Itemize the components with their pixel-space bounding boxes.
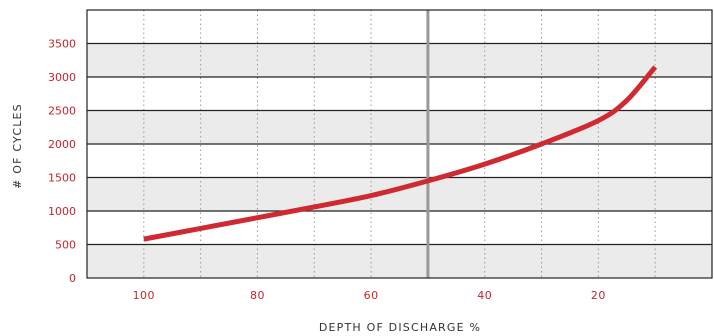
background-band bbox=[87, 10, 712, 44]
horizontal-gridlines bbox=[87, 42, 712, 246]
y-tick-label: 2000 bbox=[48, 138, 76, 151]
y-tick-labels: 0 500 1000 1500 2000 2500 3000 3500 bbox=[48, 38, 76, 286]
background-band bbox=[87, 211, 712, 245]
plot-border bbox=[86, 9, 713, 279]
background-band bbox=[87, 43, 712, 77]
x-tick-label: 100 bbox=[133, 289, 156, 302]
background-band bbox=[87, 144, 712, 178]
background-band bbox=[87, 244, 712, 278]
background-band bbox=[87, 110, 712, 144]
series-line-cycles bbox=[143, 65, 658, 242]
background-band bbox=[87, 77, 712, 111]
x-tick-label: 60 bbox=[364, 289, 379, 302]
x-axis-title: DEPTH OF DISCHARGE % bbox=[319, 321, 481, 334]
x-tick-label: 20 bbox=[591, 289, 606, 302]
y-tick-label: 3500 bbox=[48, 38, 76, 51]
series-group bbox=[143, 65, 658, 242]
x-tick-label: 80 bbox=[250, 289, 265, 302]
plot-frame bbox=[86, 9, 713, 279]
y-tick-label: 3000 bbox=[48, 71, 76, 84]
x-tick-label: 40 bbox=[477, 289, 492, 302]
y-tick-label: 2500 bbox=[48, 105, 76, 118]
y-tick-label: 0 bbox=[69, 272, 76, 285]
x-tick-labels: 100 80 60 40 20 bbox=[133, 289, 606, 302]
y-axis-title: # OF CYCLES bbox=[11, 103, 24, 189]
y-tick-label: 1500 bbox=[48, 172, 76, 185]
background-band bbox=[87, 177, 712, 211]
y-tick-label: 500 bbox=[55, 239, 76, 252]
y-tick-label: 1000 bbox=[48, 205, 76, 218]
plot-background-bands bbox=[87, 10, 712, 278]
